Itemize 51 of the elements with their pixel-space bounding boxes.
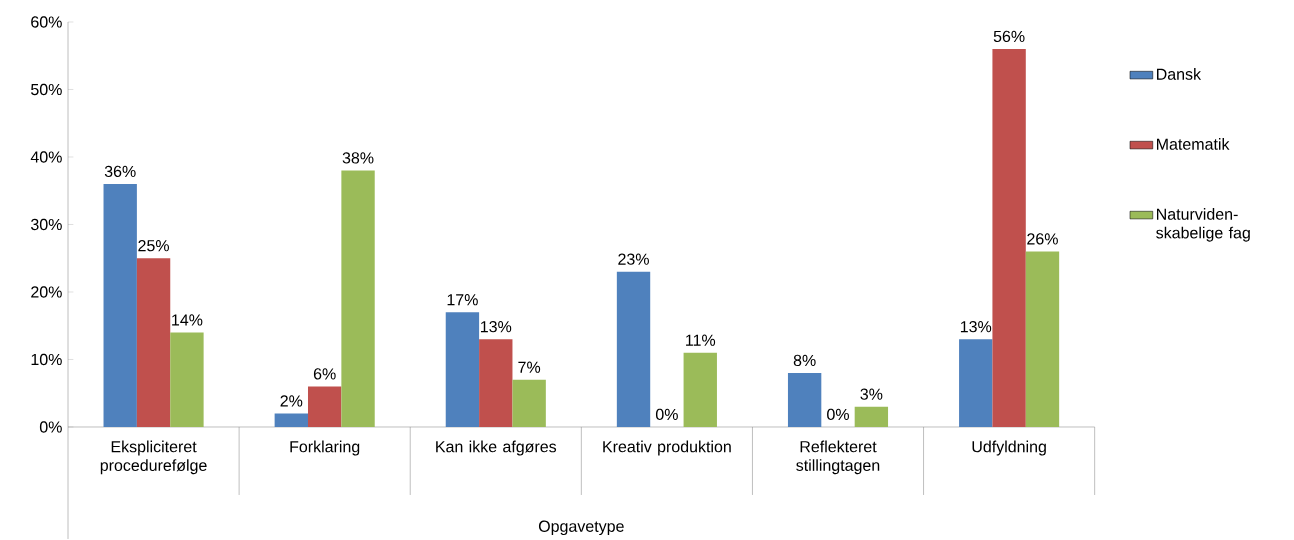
data-label: 14% <box>172 314 203 326</box>
bar <box>136 258 171 427</box>
data-label: 26% <box>1027 233 1058 245</box>
data-label: 36% <box>104 165 136 177</box>
bar <box>1025 251 1060 427</box>
data-label: 38% <box>342 152 374 164</box>
y-tick-label: 40% <box>30 151 62 163</box>
x-tick-label: Forklaring <box>290 440 360 456</box>
x-axis-title: Opgavetype <box>538 520 624 535</box>
x-tick-label: Kreativ produktion <box>603 440 731 456</box>
data-label: 17% <box>447 293 478 306</box>
data-label: 13% <box>960 320 992 333</box>
bar <box>307 386 342 427</box>
data-label: 11% <box>686 334 716 346</box>
y-tick-label: 10% <box>31 353 62 365</box>
bar <box>683 352 717 427</box>
data-label: 0% <box>827 408 849 420</box>
x-tick-label: Udfyldning <box>972 440 1046 456</box>
legend-label: Matematik <box>1157 137 1230 150</box>
bar <box>341 170 375 427</box>
data-label: 7% <box>518 361 541 373</box>
y-tick-label: 0% <box>39 421 62 433</box>
y-tick-label: 60% <box>31 16 62 28</box>
data-label: 8% <box>793 354 816 366</box>
x-tick-label: Reflekteret stillingtagen <box>796 440 880 474</box>
bar <box>616 271 651 427</box>
x-tick-label: Ekspliciteret procedurefølge <box>100 440 207 474</box>
data-label: 6% <box>313 368 336 380</box>
bar <box>854 406 889 427</box>
data-label: 3% <box>860 388 883 400</box>
data-label: 56% <box>993 30 1025 42</box>
bar <box>512 379 546 427</box>
bar <box>274 413 308 427</box>
legend-label: Dansk <box>1157 67 1202 80</box>
bar <box>479 339 513 427</box>
bar <box>445 312 480 427</box>
data-label: 13% <box>480 320 512 333</box>
data-label: 2% <box>280 395 303 407</box>
bar <box>170 332 204 427</box>
y-tick-label: 20% <box>31 286 62 298</box>
bar <box>959 339 993 427</box>
bar <box>787 372 822 427</box>
data-label: 25% <box>138 239 169 252</box>
x-tick-label: Kan ikke afgøres <box>436 440 557 456</box>
bar <box>992 48 1026 427</box>
data-label: 0% <box>655 408 678 420</box>
y-tick-label: 30% <box>31 218 62 230</box>
y-tick-label: 50% <box>31 83 62 95</box>
data-label: 23% <box>618 253 649 265</box>
legend-label: Naturviden-skabelige fag <box>1156 207 1250 242</box>
bar <box>103 183 137 427</box>
